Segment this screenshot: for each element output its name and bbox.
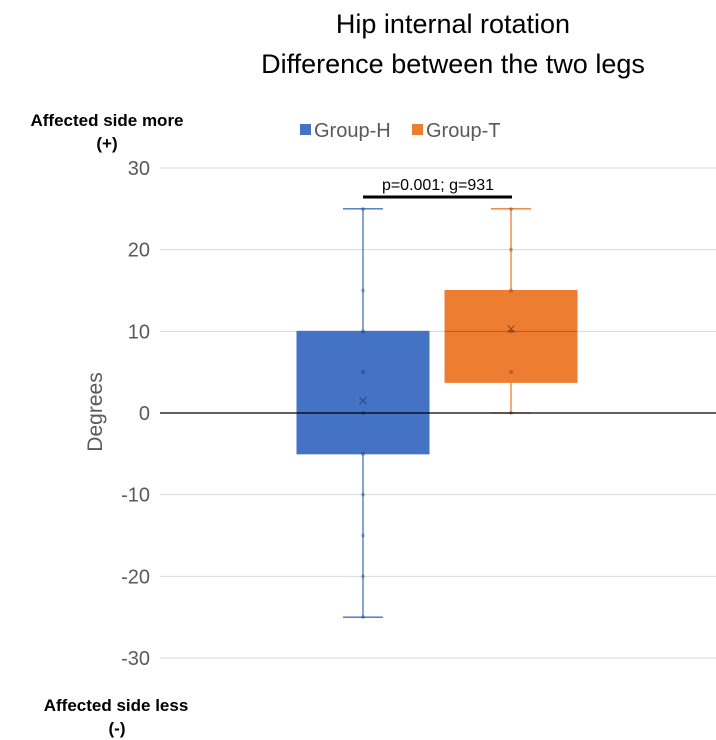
y-tick-label: 10 <box>128 321 150 343</box>
side-note-top-line-2: (+) <box>96 134 118 153</box>
box-group-h <box>296 206 430 620</box>
data-point <box>361 451 365 456</box>
data-point <box>361 329 365 334</box>
side-note-top-line-1: Affected side more <box>30 111 184 130</box>
y-tick-labels: -30 -20 -10 0 10 20 30 <box>121 158 150 670</box>
y-tick-label: 30 <box>128 158 150 180</box>
y-axis-label: Degrees <box>84 372 107 451</box>
mean-marker <box>507 324 515 333</box>
data-point <box>361 533 365 538</box>
data-point <box>361 492 365 497</box>
significance-annotation: p=0.001; g=931 <box>382 177 494 194</box>
data-point <box>509 370 513 375</box>
data-point <box>509 329 513 334</box>
legend: Group-H Group-T <box>300 120 500 142</box>
y-tick-label: -30 <box>121 648 150 670</box>
legend-label: Group-H <box>314 120 391 142</box>
y-tick-label: -10 <box>121 485 150 507</box>
legend-label: Group-T <box>426 120 500 142</box>
data-point <box>361 574 365 579</box>
chart-title-line-1: Hip internal rotation <box>335 9 571 39</box>
chart-title-line-2: Difference between the two legs <box>261 49 645 79</box>
data-point <box>361 206 365 211</box>
data-point <box>361 370 365 375</box>
legend-swatch <box>300 124 311 135</box>
legend-swatch <box>412 124 423 135</box>
y-tick-label: 20 <box>128 240 150 262</box>
data-point <box>361 615 365 620</box>
data-point <box>509 247 513 252</box>
box-iqr <box>444 290 578 383</box>
side-note-bottom-line-1: Affected side less <box>43 696 189 715</box>
data-point <box>509 288 513 293</box>
boxes <box>296 206 578 620</box>
mean-marker <box>359 396 367 405</box>
data-point <box>509 206 513 211</box>
y-tick-label: 0 <box>139 403 150 425</box>
data-point <box>361 288 365 293</box>
box-iqr <box>296 330 430 455</box>
y-tick-label: -20 <box>121 566 150 588</box>
box-group-t <box>444 206 578 415</box>
side-note-bottom-line-2: (-) <box>108 719 126 738</box>
